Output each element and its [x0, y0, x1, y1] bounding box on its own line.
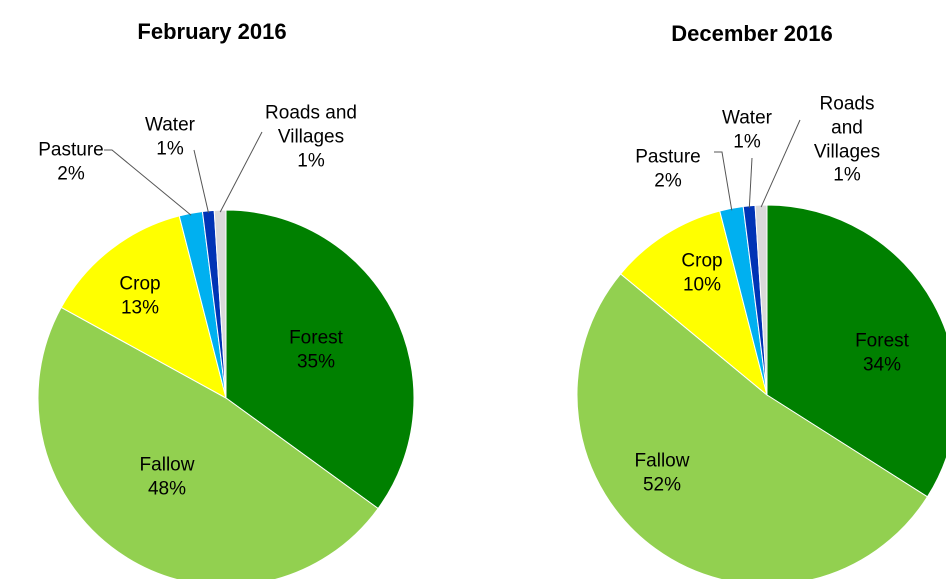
value-label: 52%	[642, 474, 682, 495]
pie-slice	[225, 209, 415, 510]
data-label: Fallow 48%	[107, 453, 227, 501]
data-label: Fallow 52%	[602, 449, 722, 497]
chart-title: December 2016	[671, 21, 833, 46]
value-label: 1%	[297, 149, 325, 171]
data-label: Water 1%	[707, 106, 787, 154]
category-label: Water	[722, 107, 772, 129]
leader-line	[193, 149, 209, 213]
value-label: 13%	[120, 297, 160, 318]
data-label: Forest 34%	[822, 329, 942, 377]
data-label: Crop 13%	[100, 272, 180, 320]
data-label: Forest 35%	[256, 326, 376, 374]
leader-line	[219, 131, 263, 213]
category-label: Pasture	[38, 139, 104, 161]
leader-line	[714, 151, 733, 211]
category-label: Fallow	[139, 454, 195, 476]
data-label: Roads and Villages 1%	[246, 101, 376, 172]
category-label: Roads and Villages	[813, 93, 881, 163]
value-label: 1%	[156, 138, 184, 159]
leader-line	[104, 149, 192, 216]
data-label: Roads and Villages 1%	[807, 93, 887, 188]
pie-slice	[576, 273, 929, 579]
pie-slice	[754, 204, 768, 396]
value-label: 35%	[296, 351, 336, 372]
chart-title: February 2016	[137, 19, 287, 44]
category-label: Crop	[681, 250, 723, 272]
category-label: Water	[145, 114, 195, 136]
pie-slice	[213, 209, 227, 399]
value-label: 34%	[862, 354, 902, 375]
value-label: 48%	[147, 478, 187, 499]
value-label: 1%	[833, 164, 861, 186]
leader-line	[760, 119, 801, 208]
category-label: Forest	[289, 327, 343, 349]
data-label: Crop 10%	[662, 249, 742, 297]
pie-slice	[60, 215, 227, 399]
category-label: Crop	[119, 273, 161, 295]
value-label: 2%	[654, 170, 682, 191]
data-label: Pasture 2%	[628, 145, 708, 193]
pie-slice	[619, 210, 768, 397]
category-label: Pasture	[635, 146, 701, 168]
pie-slice	[37, 306, 379, 579]
value-label: 2%	[57, 163, 85, 184]
category-label: Roads and Villages	[265, 102, 357, 148]
value-label: 10%	[682, 274, 722, 295]
category-label: Fallow	[634, 450, 690, 472]
data-label: Water 1%	[130, 113, 210, 161]
value-label: 1%	[733, 131, 761, 152]
data-label: Pasture 2%	[31, 138, 111, 186]
category-label: Forest	[855, 330, 909, 352]
pie-slice	[766, 204, 946, 498]
leader-line	[748, 157, 753, 208]
